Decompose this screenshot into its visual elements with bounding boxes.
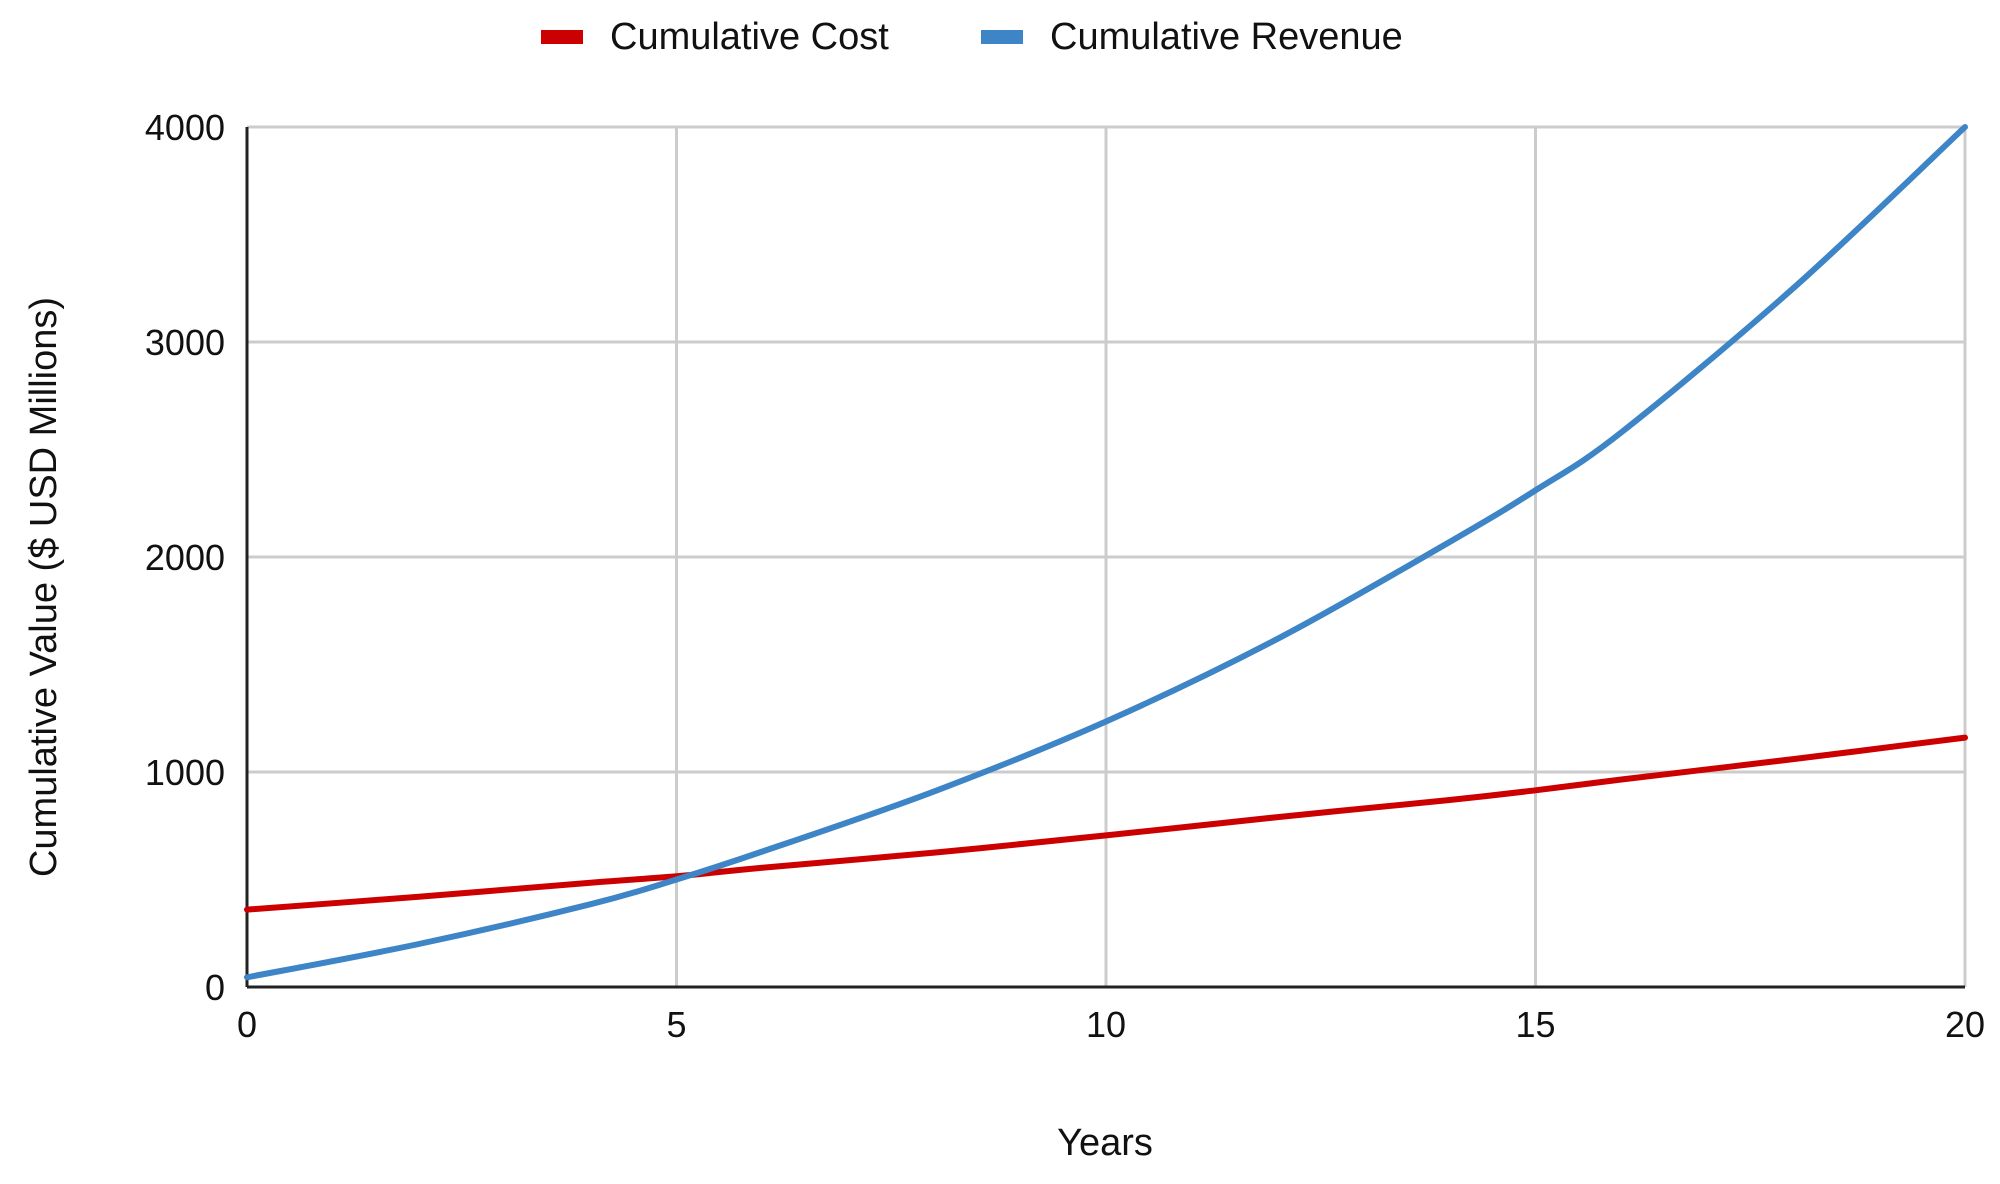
legend-swatch-revenue (981, 30, 1023, 44)
y-tick-label: 3000 (145, 322, 225, 363)
legend-swatch-cost (541, 30, 583, 44)
x-tick-label: 15 (1515, 1004, 1555, 1045)
x-tick-label: 5 (666, 1004, 686, 1045)
series-line-cumulative-cost[interactable] (244, 734, 1968, 913)
y-tick-label: 4000 (145, 107, 225, 148)
y-tick-label: 1000 (145, 752, 225, 793)
x-tick-label: 20 (1945, 1004, 1985, 1045)
x-tick-label: 0 (237, 1004, 257, 1045)
series-line-cumulative-revenue[interactable] (244, 124, 1968, 981)
series (244, 124, 1968, 981)
legend-item-revenue[interactable]: Cumulative Revenue (981, 16, 1403, 58)
legend-label-revenue: Cumulative Revenue (1050, 16, 1403, 58)
x-tick-labels: 0 5 10 15 20 (237, 1004, 1985, 1045)
y-axis-title: Cumulative Value ($ USD Millions) (23, 297, 65, 877)
axes (245, 127, 1965, 989)
y-tick-label: 2000 (145, 537, 225, 578)
grid (245, 125, 1967, 989)
x-tick-label: 10 (1086, 1004, 1126, 1045)
legend-item-cost[interactable]: Cumulative Cost (541, 16, 889, 58)
x-axis-title: Years (1057, 1122, 1153, 1164)
legend-label-cost: Cumulative Cost (610, 16, 889, 58)
legend: Cumulative Cost Cumulative Revenue (541, 16, 1403, 58)
y-tick-label: 0 (205, 967, 225, 1008)
y-tick-labels: 0 1000 2000 3000 4000 (145, 107, 225, 1008)
